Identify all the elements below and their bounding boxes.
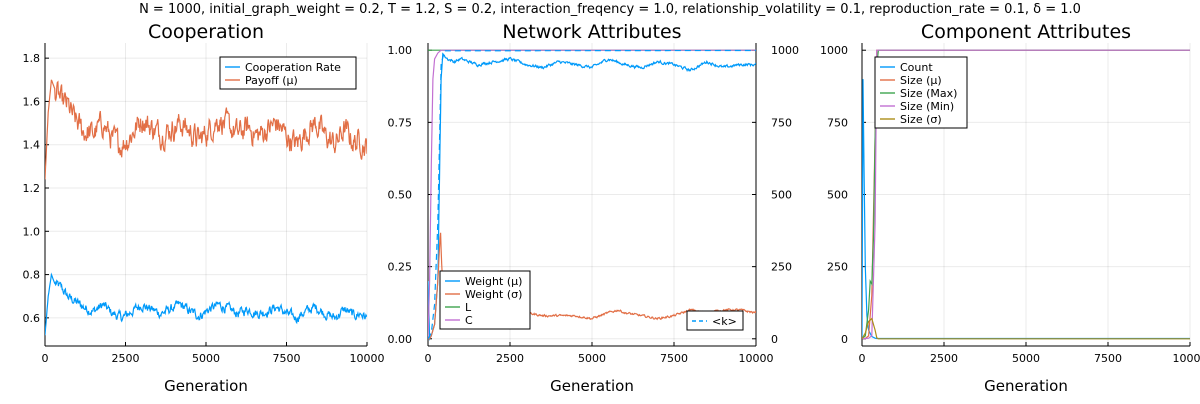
cooperation-xlabel: Generation xyxy=(164,377,248,395)
x-tick-label: 10000 xyxy=(1173,352,1200,365)
legend-label: Size (Max) xyxy=(900,87,957,100)
y2-tick-label: 1000 xyxy=(771,44,799,57)
y-tick-label: 1.00 xyxy=(388,44,413,57)
x-tick-label: 2500 xyxy=(112,352,140,365)
y-tick-label: 1.8 xyxy=(23,52,41,65)
legend: Weight (μ)Weight (σ)LC xyxy=(440,271,530,329)
legend-label: Size (σ) xyxy=(900,113,942,126)
figure-suptitle: N = 1000, initial_graph_weight = 0.2, T … xyxy=(139,2,1081,17)
y-tick-label: 1.2 xyxy=(23,182,41,195)
x-tick-label: 7500 xyxy=(273,352,301,365)
cooperation-panel: Cooperation Generation 0 2500 5000 7500 1000… xyxy=(23,21,385,395)
x-tick-label: 0 xyxy=(859,352,866,365)
x-tick-label: 0 xyxy=(425,352,432,365)
legend-label: <k> xyxy=(712,315,737,328)
legend-label: Cooperation Rate xyxy=(245,61,341,74)
x-tick-label: 10000 xyxy=(739,352,774,365)
y-tick-label: 1000 xyxy=(820,44,848,57)
component-attributes-xlabel: Generation xyxy=(984,377,1068,395)
cooperation-title: Cooperation xyxy=(148,21,264,43)
x-tick-label: 7500 xyxy=(1094,352,1122,365)
x-tick-label: 7500 xyxy=(660,352,688,365)
x-tick-label: 0 xyxy=(42,352,49,365)
legend-label: Payoff (μ) xyxy=(245,74,298,87)
y2-tick-label: 750 xyxy=(771,116,792,129)
y-tick-label: 250 xyxy=(827,261,848,274)
y-tick-label: 0 xyxy=(841,333,848,346)
y2-tick-label: 250 xyxy=(771,261,792,274)
y2-tick-label: 0 xyxy=(771,333,778,346)
x-tick-label: 2500 xyxy=(930,352,958,365)
y-tick-label: 0.75 xyxy=(388,116,413,129)
legend-label: Count xyxy=(900,61,933,74)
legend-label: Size (Min) xyxy=(900,100,954,113)
x-tick-label: 2500 xyxy=(496,352,524,365)
y-tick-label: 1.6 xyxy=(23,95,41,108)
y-tick-label: 750 xyxy=(827,116,848,129)
y-tick-label: 0.6 xyxy=(23,312,41,325)
y2-tick-label: 500 xyxy=(771,189,792,202)
legend-label: Weight (σ) xyxy=(465,288,522,301)
legend-secondary-axis: <k> xyxy=(687,311,743,330)
y-tick-label: 0.00 xyxy=(388,333,413,346)
legend-label: C xyxy=(465,314,473,327)
component-attributes-title: Component Attributes xyxy=(921,21,1131,43)
x-tick-label: 5000 xyxy=(192,352,220,365)
y-tick-label: 0.25 xyxy=(388,261,413,274)
legend-label: Weight (μ) xyxy=(465,275,522,288)
x-tick-label: 5000 xyxy=(578,352,606,365)
y-tick-label: 1.0 xyxy=(23,225,41,238)
y-tick-label: 500 xyxy=(827,189,848,202)
y-tick-label: 1.4 xyxy=(23,139,41,152)
network-attributes-xlabel: Generation xyxy=(550,377,634,395)
y-tick-label: 0.50 xyxy=(388,189,413,202)
x-tick-label: 10000 xyxy=(350,352,385,365)
x-tick-label: 5000 xyxy=(1012,352,1040,365)
y-tick-label: 0.8 xyxy=(23,269,41,282)
network-attributes-title: Network Attributes xyxy=(502,21,681,43)
legend-label: Size (μ) xyxy=(900,74,942,87)
legend-label: L xyxy=(465,301,472,314)
